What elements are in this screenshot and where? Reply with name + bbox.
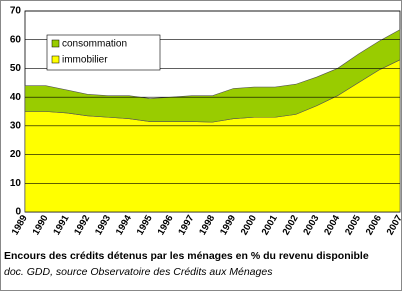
legend-swatch: [51, 55, 60, 64]
y-tick-label: 60: [10, 34, 22, 45]
legend-label: consommation: [62, 39, 127, 50]
y-tick-label: 50: [10, 63, 22, 74]
legend-label: immobilier: [62, 55, 108, 66]
source: doc. GDD, source Observatoire des Crédit…: [4, 266, 273, 278]
legend: consommation immobilier: [46, 34, 161, 71]
y-tick-label: 20: [10, 149, 22, 160]
caption: Encours des crédits détenus par les ména…: [4, 250, 369, 262]
y-tick-label: 70: [10, 6, 22, 17]
y-tick-label: 10: [10, 178, 22, 189]
legend-swatch: [51, 39, 60, 48]
y-tick-label: 40: [10, 92, 22, 103]
y-tick-label: 30: [10, 120, 22, 131]
legend-box: [46, 34, 161, 71]
area: [24, 29, 401, 123]
y-tick-label: 0: [15, 207, 21, 218]
